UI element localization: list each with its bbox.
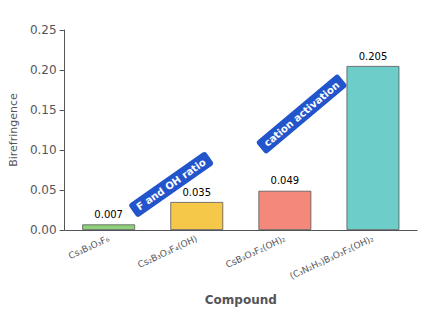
svg-text:0.205: 0.205 bbox=[359, 51, 388, 62]
svg-text:0.00: 0.00 bbox=[30, 223, 57, 237]
svg-text:0.20: 0.20 bbox=[30, 63, 57, 77]
svg-text:(C₃N₂H₅)B₃O₃F₂(OH)₂: (C₃N₂H₅)B₃O₃F₂(OH)₂ bbox=[288, 233, 375, 281]
svg-text:Compound: Compound bbox=[205, 293, 277, 307]
svg-text:0.007: 0.007 bbox=[94, 209, 123, 220]
svg-text:Birefringence: Birefringence bbox=[7, 93, 20, 167]
svg-text:0.25: 0.25 bbox=[30, 23, 57, 37]
svg-text:0.10: 0.10 bbox=[30, 143, 57, 157]
svg-text:0.05: 0.05 bbox=[30, 183, 57, 197]
svg-text:0.035: 0.035 bbox=[182, 187, 211, 198]
svg-text:CsB₃O₃F₂(OH)₂: CsB₃O₃F₂(OH)₂ bbox=[224, 233, 287, 270]
svg-text:F and OH ratio: F and OH ratio bbox=[134, 156, 208, 212]
svg-text:Cs₃B₃O₃F₆: Cs₃B₃O₃F₆ bbox=[67, 233, 111, 261]
svg-text:cation activation: cation activation bbox=[262, 79, 342, 148]
svg-text:Cs₂B₃O₃F₄(OH): Cs₂B₃O₃F₄(OH) bbox=[136, 233, 199, 269]
svg-text:0.15: 0.15 bbox=[30, 103, 57, 117]
svg-text:0.049: 0.049 bbox=[271, 175, 300, 186]
